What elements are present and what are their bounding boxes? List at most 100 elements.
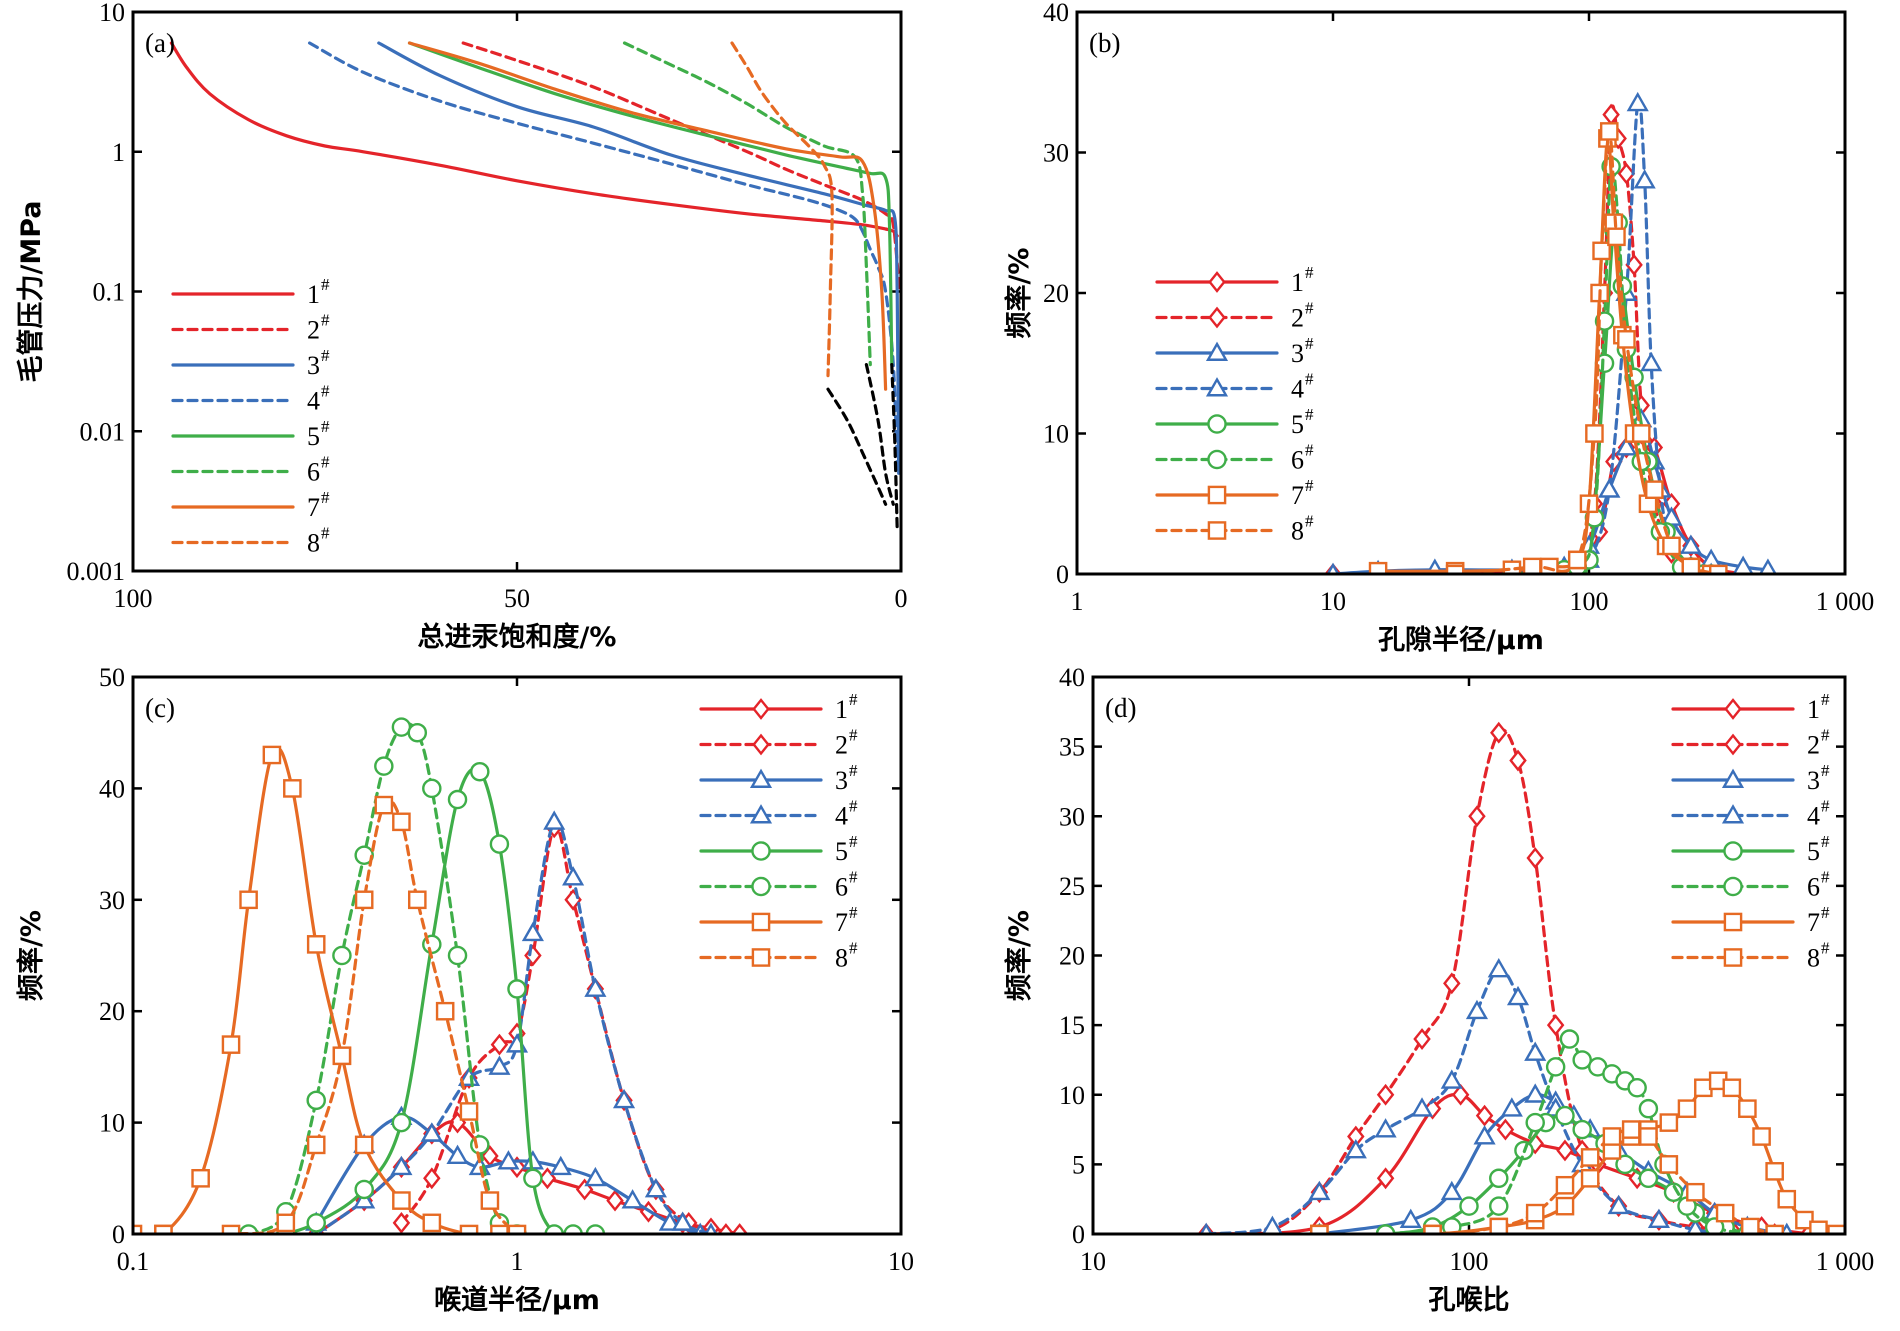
panel-d-series-8-point	[1741, 1217, 1760, 1234]
panel-d-series-6-point	[1442, 1217, 1462, 1234]
panel-d-series-8-point	[1525, 1203, 1545, 1223]
panel-a: 100 50 0 0.001 0.01 0.1 1 10 (a) 总进汞饱和度/% 毛管压力/MPa…	[16, 0, 908, 653]
panel-c-series-8-point	[154, 1224, 173, 1234]
panel-a-legend-label-6: 6	[307, 458, 320, 487]
panel-d-legend-label-4: 4	[1807, 802, 1820, 831]
panel-b-series-3-point	[1759, 558, 1777, 574]
panel-d-series-7-point	[1580, 1168, 1600, 1188]
panel-d-series-5-point	[1615, 1154, 1635, 1175]
panel-d-series-6-point	[1545, 1057, 1566, 1077]
panel-a-legend-sup-8: #	[321, 524, 330, 543]
panel-c-series-6-point	[374, 756, 394, 776]
panel-d-series-1-point	[1556, 1139, 1574, 1162]
panel-d-series-8-point	[1555, 1175, 1575, 1195]
panel-d-series-4-point	[1440, 1069, 1463, 1089]
panel-c-series-8-point	[332, 1046, 352, 1066]
panel-a-tail-3	[890, 363, 899, 531]
panel-c-series-6-point	[306, 1090, 326, 1111]
panel-c-series-7-point	[239, 890, 258, 910]
panel-d-series-8-point	[1621, 1120, 1641, 1139]
panel-c-series-8-point	[354, 890, 374, 910]
panel-c-legend-label-4: 4	[835, 802, 848, 831]
panel-b-legend-sup-2: #	[1305, 299, 1314, 318]
panel-c-series-5-point	[470, 761, 490, 782]
panel-d-series-2-point	[1490, 721, 1508, 744]
panel-d-series-8-point	[1765, 1224, 1784, 1234]
panel-b-series-8-point	[1645, 480, 1664, 500]
panel-d-series-1-point	[1475, 1104, 1494, 1127]
panel-a-legend-sup-6: #	[321, 453, 330, 472]
panel-d-series-8-point	[1639, 1127, 1658, 1146]
panel-b-ytick-label: 0	[1056, 560, 1069, 589]
panel-b-series-8-point	[1522, 557, 1542, 574]
panel-c-frame	[131, 675, 903, 1236]
panel-d-series-8-point	[1715, 1203, 1735, 1223]
panel-c-series-7-point	[283, 779, 302, 798]
panel-c-series-4-point	[353, 1189, 376, 1209]
panel-d-series-4-point	[1524, 1041, 1547, 1061]
panel-c-series-4-point	[521, 921, 544, 942]
panel-d-legend-sup-5: #	[1821, 832, 1830, 851]
panel-c-series-2-point	[423, 1167, 441, 1190]
panel-c-series-7-point	[221, 1035, 241, 1054]
panel-a-legend-sup-4: #	[321, 382, 330, 401]
panel-b-ytick-label: 40	[1043, 0, 1069, 27]
panel-c-legend-marker-8	[751, 948, 771, 967]
panel-c-letter: (c)	[145, 693, 175, 723]
panel-b-series-8-point	[1585, 424, 1604, 443]
panel-b-legend-marker-4	[1205, 377, 1229, 397]
panel-c-legend-label-5: 5	[835, 837, 848, 866]
panel-d-ytick-label: 35	[1059, 733, 1085, 762]
panel-c-series-4-point	[457, 1066, 481, 1086]
panel-c-series-8-point	[480, 1191, 500, 1210]
panel-d-series-5-point	[1572, 1119, 1592, 1140]
panel-c-series-7-point	[191, 1168, 210, 1188]
panel-c-series-8-point	[407, 890, 427, 910]
panel-b-letter: (b)	[1089, 28, 1120, 58]
panel-a-tail-1	[864, 363, 895, 506]
panel-a-ytick-label: 0.1	[93, 278, 126, 307]
panel-b-legend-label-8: 8	[1291, 517, 1304, 546]
panel-d-legend-sup-1: #	[1821, 690, 1830, 709]
panel-b-legend-marker-3	[1205, 341, 1229, 361]
panel-b-xlabel: 孔隙半径/μm	[1378, 625, 1544, 656]
panel-c-series-3-point	[446, 1144, 469, 1164]
panel-d-series-8-point	[1423, 1224, 1442, 1234]
panel-c-legend-label-8: 8	[835, 944, 848, 973]
panel-c-series-8-point	[221, 1224, 241, 1234]
panel-c-legend-label-7: 7	[835, 908, 848, 937]
panel-b-xtick-label: 1 000	[1816, 587, 1875, 616]
panel-c-xtick-label: 1	[511, 1247, 524, 1276]
panel-b-legend-sup-3: #	[1305, 334, 1314, 353]
panel-a-legend-sup-1: #	[321, 275, 330, 294]
panel-c-series-8-point	[276, 1213, 296, 1233]
panel-d-legend-label-1: 1	[1807, 695, 1820, 724]
panel-d-series-7-point	[1555, 1196, 1575, 1216]
panel-d-legend-marker-2	[1724, 733, 1742, 756]
panel-d-series-6-point	[1525, 1112, 1545, 1133]
panel-d-series-4-point	[1686, 1218, 1705, 1234]
panel-b-series-2-point	[1617, 162, 1636, 185]
panel-b-legend-label-6: 6	[1291, 446, 1304, 475]
panel-d-legend-marker-4	[1721, 804, 1745, 824]
panel-d-series-3-point	[1473, 1125, 1496, 1145]
panel-c-series-4-point	[612, 1088, 636, 1109]
panel-c-series-4-point	[584, 977, 607, 997]
panel-d-series-7-point	[1752, 1127, 1771, 1146]
panel-c-series-2-point	[717, 1223, 735, 1234]
panel-b-ytick-label: 30	[1043, 139, 1069, 168]
panel-b-series-3-point	[1615, 436, 1638, 456]
panel-c-legend-label-2: 2	[835, 731, 848, 760]
panel-c-series-3-point	[584, 1166, 607, 1187]
panel-d-series-2-point	[1376, 1083, 1395, 1106]
panel-c-legend-sup-6: #	[849, 868, 858, 887]
panel-a-ytick-label: 0.01	[80, 417, 126, 446]
panel-a-xtick-label: 50	[504, 584, 530, 613]
panel-d-legend-marker-5	[1723, 841, 1743, 861]
panel-d-xtick-label: 10	[1080, 1247, 1106, 1276]
panel-b-series-group	[1324, 91, 1777, 574]
panel-d-series-6-point	[1489, 1196, 1509, 1216]
panel-c-series-7-point	[459, 1224, 479, 1234]
panel-d-legend-marker-7	[1723, 912, 1743, 932]
